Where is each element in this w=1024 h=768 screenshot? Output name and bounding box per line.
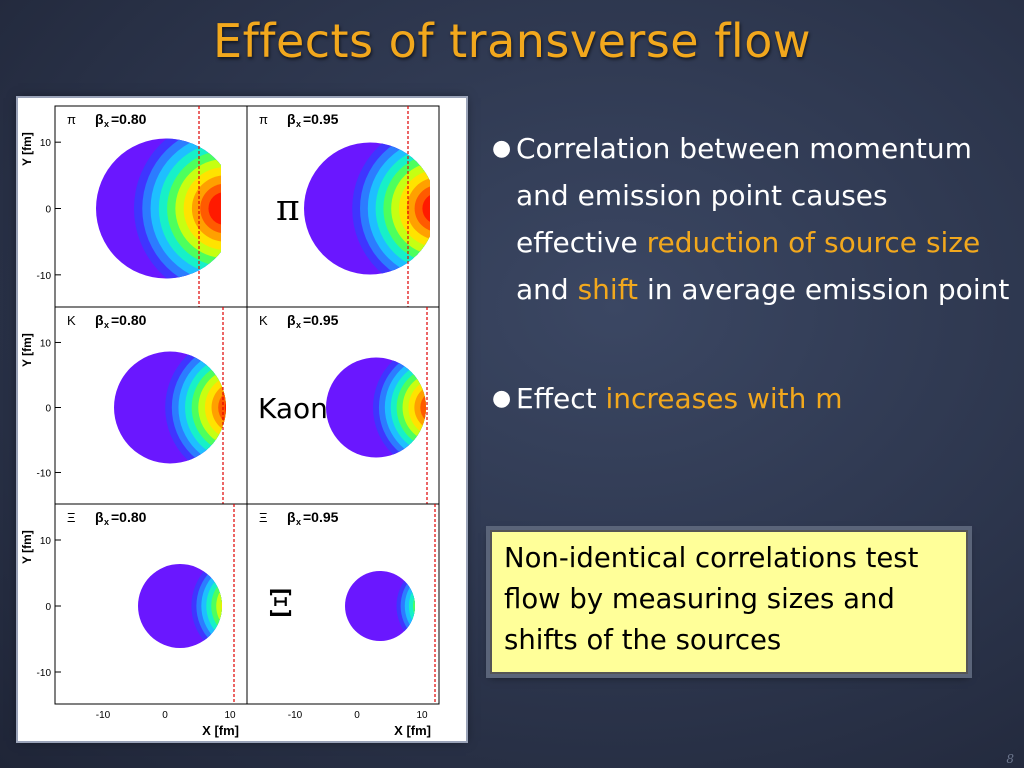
y-tick-label: 10: [40, 138, 52, 149]
bullet-2-text: Effect: [516, 382, 606, 415]
panel-beta-label: β: [287, 312, 296, 328]
emission-density-map: [114, 351, 226, 464]
panel-beta-value: =0.80: [111, 312, 147, 328]
panel-beta-value: =0.80: [111, 111, 147, 127]
panel-beta-subscript: x: [104, 119, 109, 129]
x-tick-label: 10: [416, 710, 428, 721]
panel-beta-label: β: [95, 509, 104, 525]
row-label-xi: Ξ: [268, 584, 293, 625]
y-axis-label: Y [fm]: [20, 132, 34, 166]
bullet-list: ● Correlation between momentum and emiss…: [492, 125, 1012, 422]
density-contour: [414, 185, 430, 232]
callout-box: Non-identical correlations test flow by …: [490, 530, 968, 674]
bullet-item: ● Correlation between momentum and emiss…: [492, 125, 1012, 313]
page-number: 8: [1006, 752, 1014, 766]
x-axis-label: X [fm]: [202, 723, 239, 738]
x-tick-label: 0: [354, 710, 360, 721]
y-tick-label: 10: [40, 338, 52, 349]
panel-beta-value: =0.95: [303, 111, 339, 127]
panel-beta-subscript: x: [296, 517, 301, 527]
panel-beta-label: β: [95, 312, 104, 328]
y-tick-label: 0: [45, 205, 51, 216]
y-tick-label: 0: [45, 602, 51, 613]
panel-beta-label: β: [95, 111, 104, 127]
x-tick-label: 10: [224, 710, 236, 721]
panel-particle-label: π: [259, 112, 268, 127]
bullet-dot-icon: ●: [492, 386, 512, 411]
y-axis-label: Y [fm]: [20, 333, 34, 367]
panel-beta-label: β: [287, 509, 296, 525]
x-tick-label: -10: [288, 710, 303, 721]
y-tick-label: -10: [37, 668, 52, 679]
panel-particle-label: Ξ: [259, 510, 267, 525]
bullet-1-text-c: in average emission point: [638, 273, 1010, 306]
slide-title: Effects of transverse flow: [213, 14, 811, 68]
panel-particle-label: K: [259, 313, 268, 328]
bullet-1-highlight-shift: shift: [577, 273, 639, 306]
bullet-dot-icon: ●: [492, 136, 512, 161]
x-tick-label: -10: [96, 710, 111, 721]
panel-beta-subscript: x: [104, 320, 109, 330]
panel-beta-subscript: x: [296, 320, 301, 330]
panel-beta-subscript: x: [296, 119, 301, 129]
panel-beta-subscript: x: [104, 517, 109, 527]
y-tick-label: 10: [40, 536, 52, 547]
bullet-1-text-b: and: [516, 273, 578, 306]
y-tick-label: 0: [45, 404, 51, 415]
panel-beta-label: β: [287, 111, 296, 127]
emission-density-map: [96, 138, 221, 279]
row-label-pion: π: [276, 188, 300, 229]
density-contour: [208, 191, 221, 226]
y-tick-label: -10: [37, 271, 52, 282]
panel-particle-label: π: [67, 112, 76, 127]
emission-density-map: [326, 357, 426, 458]
bullet-1-text-a: Correlation between momentum and emissio…: [516, 132, 972, 259]
bullet-1-highlight-reduction: reduction of source size: [646, 226, 981, 259]
bullet-item: ● Effect increases with m: [492, 375, 1012, 422]
row-label-kaon: Kaon: [258, 392, 328, 425]
y-axis-label: Y [fm]: [20, 530, 34, 564]
panel-particle-label: K: [67, 313, 76, 328]
y-tick-label: -10: [37, 468, 52, 479]
bullet-2-highlight: increases with m: [605, 382, 843, 415]
x-tick-label: 0: [162, 710, 168, 721]
emission-density-map: [304, 142, 430, 275]
density-contour: [200, 183, 221, 234]
x-axis-label: X [fm]: [394, 723, 431, 738]
panel-beta-value: =0.95: [303, 509, 339, 525]
panel-beta-value: =0.80: [111, 509, 147, 525]
panel-particle-label: Ξ: [67, 510, 75, 525]
panel-beta-value: =0.95: [303, 312, 339, 328]
